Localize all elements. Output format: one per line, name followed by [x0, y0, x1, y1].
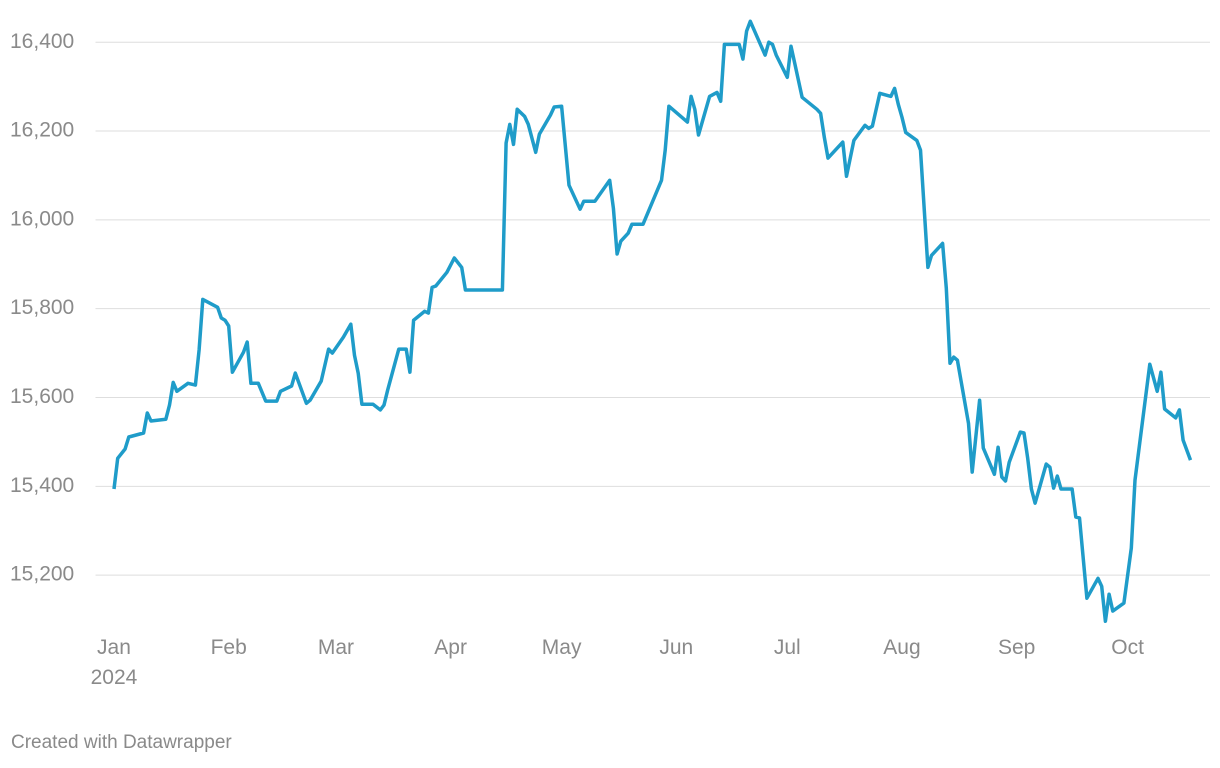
y-tick-label: 16,000 [10, 207, 74, 230]
label-bg [0, 294, 92, 323]
label-bg [0, 383, 92, 412]
label-bg [0, 472, 92, 501]
y-tick-label: 15,800 [10, 296, 74, 319]
x-tick-label: Feb [210, 636, 247, 659]
x-tick-label: Apr [434, 636, 467, 659]
y-tick-label: 16,400 [10, 30, 74, 53]
x-tick-label: Mar [317, 636, 355, 659]
credit: Created with Datawrapper [11, 732, 232, 753]
x-tick-label: Oct [1111, 636, 1144, 659]
label-bg [0, 205, 92, 234]
y-tick-label: 15,600 [10, 385, 74, 408]
line [112, 19, 1193, 624]
x-tick-label: May [541, 636, 582, 659]
y-tick-label: 15,200 [10, 563, 74, 586]
x-tick-label: Jul [773, 636, 801, 659]
label-bg [0, 117, 92, 146]
x-tick-label: Jun [659, 636, 694, 659]
x-tick-label: Sep [997, 636, 1036, 659]
y-tick-label: 16,200 [10, 119, 74, 142]
y-tick-label: 15,400 [10, 474, 74, 497]
x-tick-label: Jan 2024 [90, 636, 138, 689]
label-bg [0, 28, 92, 57]
x-tick-label: Aug [883, 636, 921, 659]
label-bg [0, 561, 92, 590]
